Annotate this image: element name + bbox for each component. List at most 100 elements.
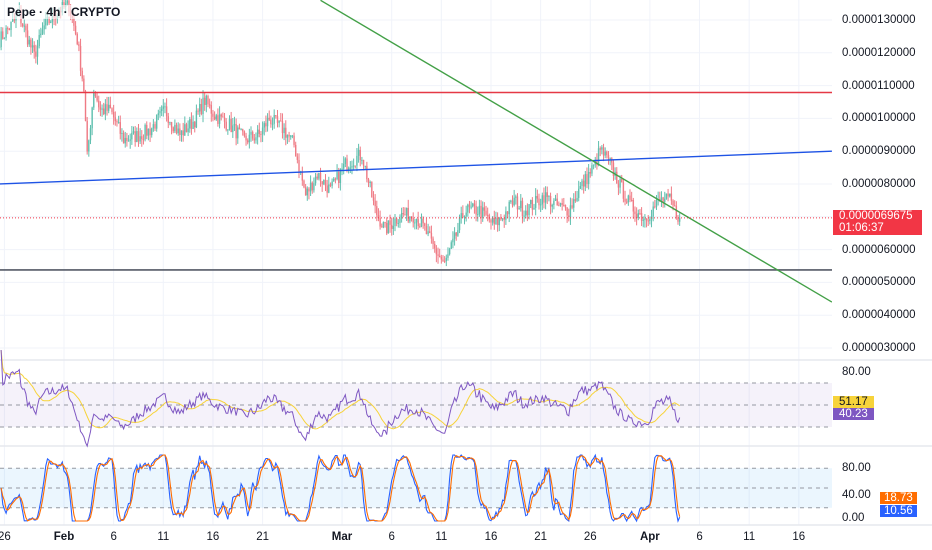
candle-down (141, 136, 143, 140)
candle-down (672, 200, 674, 206)
candle-up (261, 127, 264, 135)
candle-up (314, 176, 317, 184)
candle-up (144, 125, 146, 140)
candle-up (124, 137, 126, 144)
candle-up (91, 107, 93, 129)
candle-down (21, 23, 24, 27)
candle-down (531, 199, 534, 210)
candle-up (448, 248, 451, 255)
candle-down (122, 132, 125, 144)
candle-down (490, 219, 492, 223)
candle-down (677, 217, 679, 222)
candle-up (533, 207, 535, 210)
candle-down (146, 125, 148, 136)
candle-down (506, 211, 509, 215)
candle-down (73, 18, 75, 26)
candle-up (177, 128, 179, 134)
candle-down (304, 187, 307, 196)
candle-up (553, 200, 555, 205)
candle-up (642, 219, 644, 221)
candle-down (516, 196, 519, 210)
candle-up (498, 217, 500, 226)
candle-down (2, 31, 4, 39)
candle-up (266, 117, 269, 127)
candle-down (624, 198, 626, 202)
time-axis-label: Feb (53, 531, 75, 543)
candle-up (460, 213, 462, 219)
candle-down (275, 115, 277, 117)
candle-down (303, 180, 305, 188)
candle-down (566, 207, 568, 216)
candle-down (434, 243, 436, 249)
candle-down (83, 78, 85, 92)
candle-up (392, 225, 395, 229)
candle-up (601, 147, 603, 150)
candle-up (578, 188, 580, 198)
time-axis-label: 6 (696, 531, 703, 543)
rsi-ma-value: 51.17 (833, 396, 874, 408)
candle-up (501, 218, 504, 220)
rsi-value: 40.23 (833, 408, 874, 420)
candle-down (26, 30, 29, 45)
candle-up (248, 134, 251, 143)
candle-down (634, 211, 636, 215)
candle-up (604, 151, 606, 156)
candle-down (326, 185, 328, 193)
candle-down (212, 113, 214, 117)
candle-up (152, 124, 155, 129)
candle-up (530, 199, 532, 205)
candle-up (199, 103, 201, 112)
candle-up (584, 174, 587, 187)
candle-up (463, 216, 466, 218)
candle-down (78, 44, 80, 46)
candle-up (50, 21, 52, 23)
candle-down (94, 92, 97, 97)
candle-down (33, 45, 35, 52)
candle-down (98, 100, 100, 108)
candle-up (409, 216, 411, 222)
candle-up (291, 135, 294, 137)
candle-down (630, 199, 633, 201)
candle-up (399, 218, 401, 224)
candle-up (619, 179, 621, 188)
candle-up (151, 128, 153, 136)
candle-up (579, 186, 582, 189)
candle-up (356, 155, 358, 166)
candle-up (31, 45, 34, 48)
candle-down (172, 127, 174, 132)
candle-down (210, 105, 212, 114)
candle-down (280, 120, 282, 122)
candle-up (117, 122, 120, 124)
candle-down (468, 204, 471, 208)
candle-down (402, 212, 404, 215)
candle-up (592, 164, 595, 166)
candle-down (395, 218, 398, 224)
candle-up (405, 207, 408, 216)
candle-up (457, 230, 459, 236)
candle-up (43, 25, 45, 30)
candle-up (523, 215, 525, 217)
candle-up (347, 167, 350, 171)
candle-down (500, 217, 502, 220)
candle-down (366, 165, 368, 180)
candle-down (558, 205, 560, 207)
candle-down (354, 165, 356, 167)
candle-down (321, 181, 323, 185)
candle-down (654, 206, 656, 208)
candle-down (480, 205, 482, 218)
candle-up (352, 165, 355, 167)
candle-down (417, 218, 419, 227)
candle-up (104, 104, 107, 115)
candle-down (265, 123, 267, 127)
candle-down (511, 200, 514, 206)
candle-down (371, 182, 373, 198)
price-axis-label: 0.0000130000 (842, 14, 916, 26)
candle-down (13, 19, 16, 21)
candle-down (208, 104, 211, 106)
candle-down (662, 197, 664, 203)
candle-up (400, 212, 403, 219)
candle-down (621, 179, 623, 183)
candle-down (311, 182, 313, 191)
time-axis-label: 6 (110, 531, 117, 543)
